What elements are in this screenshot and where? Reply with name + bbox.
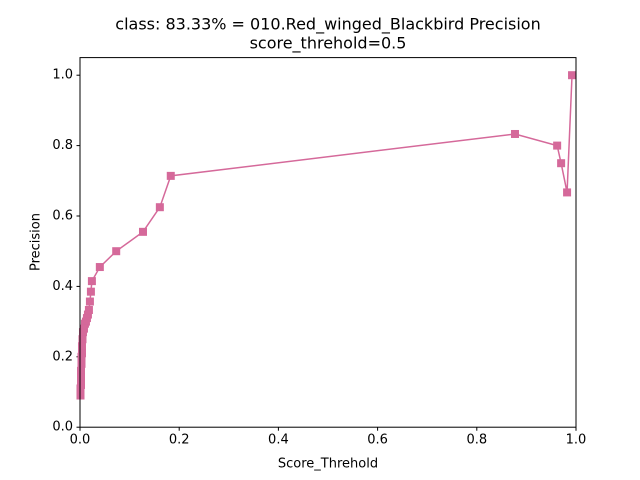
point-marker	[78, 335, 87, 344]
point-marker	[87, 277, 96, 286]
x-tick-label: 0.0	[70, 433, 91, 448]
y-tick-label: 0.2	[52, 349, 73, 364]
point-marker	[155, 203, 164, 212]
y-tick-label: 0.8	[52, 138, 73, 153]
y-tick-label: 0.0	[52, 420, 73, 435]
axes-frame	[79, 57, 577, 428]
point-marker	[166, 171, 175, 180]
point-marker	[77, 342, 86, 351]
point-marker	[138, 227, 147, 236]
point-marker	[84, 305, 93, 314]
point-marker	[86, 287, 95, 296]
x-tick-label: 0.4	[268, 433, 289, 448]
point-marker	[112, 247, 121, 256]
x-tick-label: 0.2	[169, 433, 190, 448]
point-marker	[557, 159, 566, 168]
point-marker	[78, 328, 87, 337]
y-tick-label: 0.6	[52, 209, 73, 224]
series-line	[79, 75, 573, 396]
point-marker	[95, 263, 104, 272]
point-marker	[77, 359, 86, 368]
y-tick-label: 1.0	[52, 68, 73, 83]
x-tick-label: 1.0	[566, 433, 587, 448]
x-axis-label: Score_Threhold	[278, 457, 378, 472]
point-marker	[80, 319, 89, 328]
point-marker	[563, 188, 572, 197]
x-tick-label: 0.6	[367, 433, 388, 448]
point-marker	[76, 366, 85, 375]
y-axis-label: Precision	[29, 213, 44, 271]
x-tick-label: 0.8	[466, 433, 487, 448]
point-marker	[568, 71, 577, 80]
chart-subtitle: score_threhold=0.5	[250, 34, 407, 54]
chart-title: class: 83.33% = 010.Red_winged_Blackbird…	[115, 15, 540, 35]
y-tick-label: 0.4	[52, 279, 73, 294]
point-marker	[85, 297, 94, 306]
point-marker	[510, 129, 519, 138]
point-marker	[76, 373, 85, 382]
point-marker	[553, 141, 562, 150]
point-marker	[77, 352, 86, 361]
